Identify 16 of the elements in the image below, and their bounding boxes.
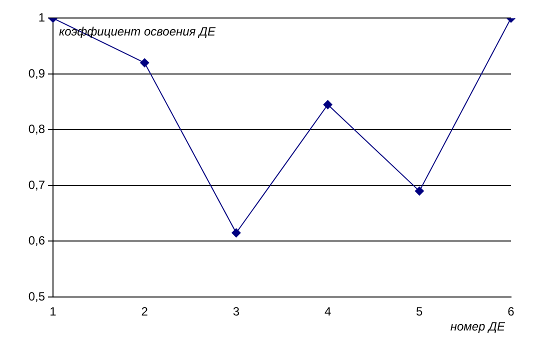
point	[323, 100, 332, 110]
point	[414, 186, 424, 196]
x-tick-label: 6	[508, 304, 515, 319]
x-tick-label: 2	[141, 304, 148, 319]
x-tick-label: 1	[50, 304, 57, 319]
x-tick-label: 4	[324, 304, 332, 319]
y-tick-label: 0,5	[28, 289, 46, 304]
y-tick-label: 0,7	[28, 178, 46, 192]
y-tick-label: 0,9	[28, 66, 46, 80]
x-tick-label: 5	[416, 304, 424, 319]
x-tick-label: 3	[232, 304, 240, 319]
y-tick-label: 0,6	[28, 234, 46, 248]
point	[232, 228, 241, 238]
x-axis-title: номер ДЕ	[450, 319, 506, 334]
y-tick-label: 0,8	[28, 122, 46, 136]
y-tick-label: 1	[38, 10, 46, 25]
